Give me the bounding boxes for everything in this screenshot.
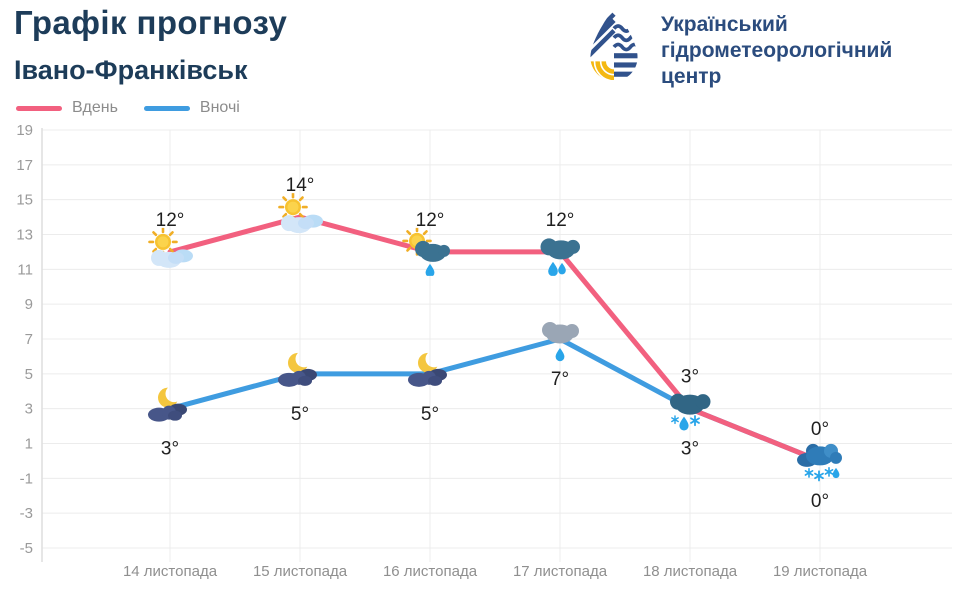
day-line-swatch — [16, 105, 62, 111]
hydromet-logo: Український гідрометеорологічний центр — [583, 6, 892, 90]
moon-cloud-icon — [278, 353, 317, 387]
page-header: Графік прогнозу Івано-Франківськ — [14, 0, 287, 86]
moon-cloud-icon — [148, 388, 187, 422]
y-axis-label: 15 — [16, 192, 33, 209]
y-axis-label: 13 — [16, 227, 33, 244]
legend-label-night: Вночі — [199, 99, 240, 116]
snow-cloud-icon — [797, 444, 842, 481]
x-axis-label: 14 листопада — [123, 563, 218, 580]
night-line-swatch — [143, 105, 190, 111]
temp-label: 12° — [156, 210, 185, 231]
logo-line-3: центр — [661, 65, 722, 88]
hydromet-logo-text: Український гідрометеорологічний центр — [661, 6, 892, 90]
x-axis-label: 19 листопада — [773, 563, 868, 580]
forecast-chart: 19 17 15 13 11 9 7 5 3 1 -1 -3 -5 14 листопада 15 лист… — [16, 122, 952, 580]
temp-label: 0° — [811, 491, 829, 512]
temp-label: 5° — [291, 404, 309, 425]
temp-label: 3° — [161, 439, 179, 460]
y-axis-label: 9 — [25, 296, 33, 313]
y-axis-label: -5 — [20, 540, 33, 557]
legend-item-day: Вдень — [16, 99, 118, 117]
y-axis-label: -1 — [20, 470, 33, 487]
y-axis-label: 17 — [16, 157, 33, 174]
logo-line-1: Український — [661, 13, 788, 36]
logo-line-2: гідрометеорологічний — [661, 39, 893, 62]
y-axis-label: 3 — [25, 401, 33, 418]
y-axis-label: 1 — [25, 436, 33, 453]
chart-legend: Вдень Вночі — [16, 99, 240, 117]
moon-cloud-icon — [408, 353, 447, 387]
temp-label: 7° — [551, 369, 569, 390]
temp-label: 3° — [681, 439, 699, 460]
city-name: Івано-Франківськ — [14, 55, 248, 85]
legend-label-day: Вдень — [72, 99, 118, 116]
day-line — [167, 214, 823, 464]
x-axis-label: 15 листопада — [253, 563, 348, 580]
temp-label: 12° — [416, 210, 445, 231]
y-axis-label: -3 — [20, 505, 33, 522]
y-axis-label: 11 — [17, 261, 33, 278]
temp-labels: 12° 14° 12° 12° 3° 0° 3° 5° 5° 7° 3° 0° — [156, 175, 829, 512]
temp-label: 12° — [546, 210, 575, 231]
temp-label: 5° — [421, 404, 439, 425]
water-drop-logo-icon — [590, 12, 638, 81]
night-line — [167, 336, 823, 464]
temp-label: 0° — [811, 419, 829, 440]
page-title: Графік прогнозу — [14, 4, 288, 41]
legend-item-night: Вночі — [143, 99, 240, 117]
x-axis-label: 16 листопада — [383, 563, 478, 580]
grid: 19 17 15 13 11 9 7 5 3 1 -1 -3 -5 14 листопада 15 лист… — [16, 122, 952, 580]
x-axis-label: 17 листопада — [513, 563, 608, 580]
y-axis-label: 19 — [16, 122, 33, 139]
x-axis-label: 18 листопада — [643, 563, 738, 580]
weather-icons — [148, 194, 842, 481]
temp-label: 3° — [681, 367, 699, 388]
y-axis-label: 5 — [25, 366, 33, 383]
y-axis-label: 7 — [25, 331, 33, 348]
temp-label: 14° — [286, 175, 315, 196]
